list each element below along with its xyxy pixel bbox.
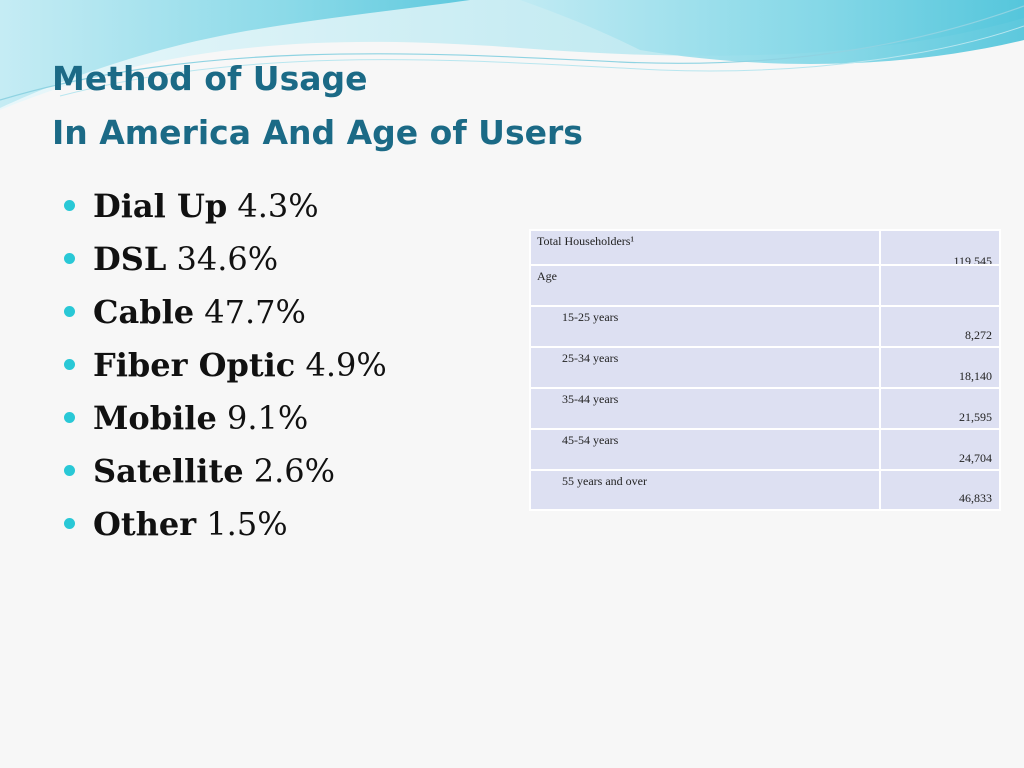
list-item: Dial Up 4.3% xyxy=(60,180,387,233)
bullet-dot-icon xyxy=(64,306,75,317)
list-item: Satellite 2.6% xyxy=(60,445,387,498)
row-label: 55 years and over xyxy=(562,474,647,488)
list-item: Fiber Optic 4.9% xyxy=(60,339,387,392)
row-value: 21,595 xyxy=(959,410,992,424)
method-label: Cable xyxy=(93,293,195,331)
table-cell-label: 45-54 years xyxy=(529,428,881,471)
method-percent: 4.3% xyxy=(237,187,319,225)
method-label: Other xyxy=(93,505,197,543)
table-row: 45-54 years 24,704 xyxy=(529,428,1001,471)
table-cell-value: 21,595 xyxy=(879,387,1001,430)
row-label: Total Householders¹ xyxy=(537,234,635,248)
bullet-dot-icon xyxy=(64,359,75,370)
table-cell-label: 25-34 years xyxy=(529,346,881,389)
bullet-dot-icon xyxy=(64,253,75,264)
method-label: Dial Up xyxy=(93,187,228,225)
row-label: 45-54 years xyxy=(562,433,619,447)
row-label: Age xyxy=(537,269,557,283)
method-label: Fiber Optic xyxy=(93,346,296,384)
method-label: Mobile xyxy=(93,399,217,437)
list-item: DSL 34.6% xyxy=(60,233,387,286)
row-value: 18,140 xyxy=(959,369,992,383)
table-row: 15-25 years 8,272 xyxy=(529,305,1001,348)
method-percent: 47.7% xyxy=(204,293,306,331)
row-value: 46,833 xyxy=(959,491,992,505)
table-cell-label: Total Householders¹ xyxy=(529,229,881,266)
table-row: Age xyxy=(529,264,1001,307)
list-item: Mobile 9.1% xyxy=(60,392,387,445)
method-percent: 9.1% xyxy=(226,399,309,437)
row-label: 25-34 years xyxy=(562,351,619,365)
table-cell-label: 35-44 years xyxy=(529,387,881,430)
usage-method-list: Dial Up 4.3% DSL 34.6% Cable 47.7% Fiber… xyxy=(60,180,387,551)
bullet-dot-icon xyxy=(64,465,75,476)
table-cell-label: Age xyxy=(529,264,881,307)
title-line-1: Method of Usage xyxy=(52,59,368,98)
slide-title: Method of Usage In America And Age of Us… xyxy=(52,52,583,160)
title-line-2: In America And Age of Users xyxy=(52,113,583,152)
table-row: 35-44 years 21,595 xyxy=(529,387,1001,430)
row-value xyxy=(881,302,999,305)
list-item: Cable 47.7% xyxy=(60,286,387,339)
method-percent: 4.9% xyxy=(305,346,387,384)
table-cell-label: 15-25 years xyxy=(529,305,881,348)
row-value: 24,704 xyxy=(959,451,992,465)
bullet-dot-icon xyxy=(64,200,75,211)
row-label: 35-44 years xyxy=(562,392,619,406)
table-row: 55 years and over 46,833 xyxy=(529,469,1001,511)
row-value: 119,545 xyxy=(953,254,992,264)
method-label: Satellite xyxy=(93,452,244,490)
table-row: 25-34 years 18,140 xyxy=(529,346,1001,389)
table-cell-label: 55 years and over xyxy=(529,469,881,511)
bullet-dot-icon xyxy=(64,412,75,423)
method-label: DSL xyxy=(93,240,167,278)
householders-age-table: Total Householders¹ 119,545 Age 15-25 ye… xyxy=(529,229,1001,511)
list-item: Other 1.5% xyxy=(60,498,387,551)
table-cell-value: 18,140 xyxy=(879,346,1001,389)
table-cell-value xyxy=(879,264,1001,307)
method-percent: 34.6% xyxy=(176,240,279,278)
table-row: Total Householders¹ 119,545 xyxy=(529,229,1001,266)
table-cell-value: 46,833 xyxy=(879,469,1001,511)
header-wave-decoration xyxy=(0,0,1024,110)
method-percent: 1.5% xyxy=(206,505,288,543)
table-cell-value: 24,704 xyxy=(879,428,1001,471)
bullet-dot-icon xyxy=(64,518,75,529)
table-cell-value: 8,272 xyxy=(879,305,1001,348)
method-percent: 2.6% xyxy=(253,452,336,490)
row-label: 15-25 years xyxy=(562,310,619,324)
row-value: 8,272 xyxy=(965,328,992,342)
table-cell-value: 119,545 xyxy=(879,229,1001,266)
